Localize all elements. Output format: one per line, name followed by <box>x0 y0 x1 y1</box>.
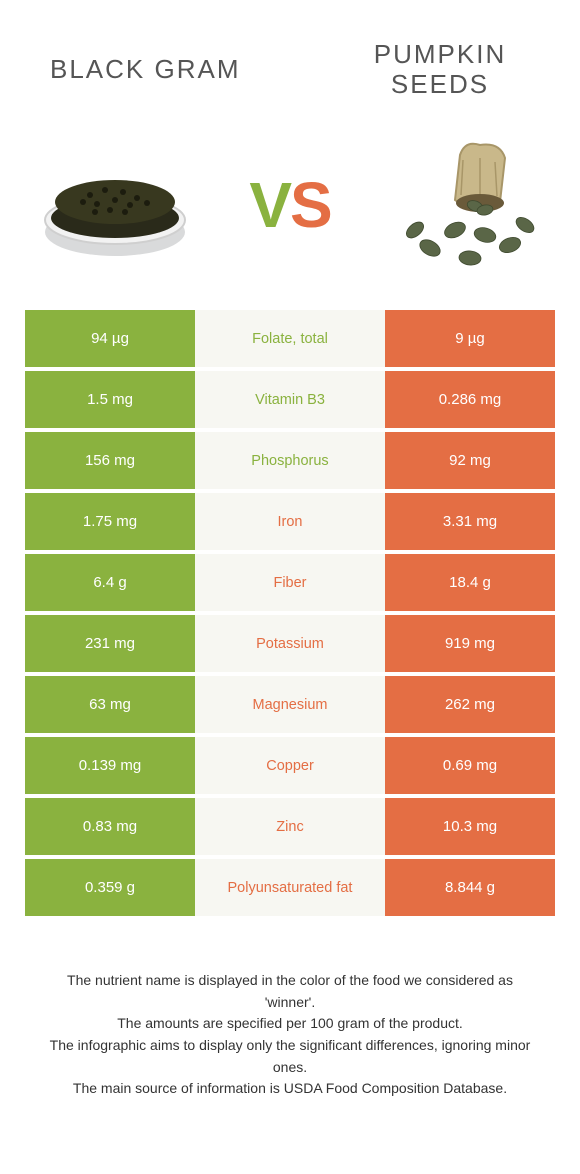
title-right: PUMPKIN SEEDS <box>330 40 550 100</box>
footer-line-2: The amounts are specified per 100 gram o… <box>40 1013 540 1035</box>
title-right-line1: PUMPKIN <box>330 40 550 70</box>
header: BLACK GRAM PUMPKIN SEEDS <box>0 0 580 120</box>
cell-nutrient-label: Vitamin B3 <box>195 371 385 428</box>
table-row: 1.75 mgIron3.31 mg <box>25 493 555 550</box>
cell-left-value: 63 mg <box>25 676 195 733</box>
pumpkin-seeds-image <box>380 120 550 290</box>
cell-nutrient-label: Zinc <box>195 798 385 855</box>
cell-left-value: 1.5 mg <box>25 371 195 428</box>
black-gram-image <box>30 120 200 290</box>
footer-line-3: The infographic aims to display only the… <box>40 1035 540 1078</box>
cell-right-value: 919 mg <box>385 615 555 672</box>
vs-v: V <box>249 169 290 241</box>
cell-right-value: 262 mg <box>385 676 555 733</box>
cell-right-value: 9 µg <box>385 310 555 367</box>
footer-notes: The nutrient name is displayed in the co… <box>0 920 580 1100</box>
table-row: 0.83 mgZinc10.3 mg <box>25 798 555 855</box>
footer-line-4: The main source of information is USDA F… <box>40 1078 540 1100</box>
title-left: BLACK GRAM <box>30 55 250 85</box>
cell-nutrient-label: Polyunsaturated fat <box>195 859 385 916</box>
footer-line-1: The nutrient name is displayed in the co… <box>40 970 540 1013</box>
title-right-line2: SEEDS <box>330 70 550 100</box>
cell-left-value: 1.75 mg <box>25 493 195 550</box>
cell-nutrient-label: Fiber <box>195 554 385 611</box>
table-row: 156 mgPhosphorus92 mg <box>25 432 555 489</box>
cell-nutrient-label: Copper <box>195 737 385 794</box>
cell-nutrient-label: Potassium <box>195 615 385 672</box>
cell-left-value: 0.359 g <box>25 859 195 916</box>
cell-right-value: 10.3 mg <box>385 798 555 855</box>
table-row: 0.359 gPolyunsaturated fat8.844 g <box>25 859 555 916</box>
cell-left-value: 6.4 g <box>25 554 195 611</box>
cell-right-value: 0.69 mg <box>385 737 555 794</box>
table-row: 1.5 mgVitamin B30.286 mg <box>25 371 555 428</box>
images-row: VS <box>0 120 580 310</box>
cell-nutrient-label: Magnesium <box>195 676 385 733</box>
cell-right-value: 18.4 g <box>385 554 555 611</box>
table-row: 0.139 mgCopper0.69 mg <box>25 737 555 794</box>
cell-nutrient-label: Folate, total <box>195 310 385 367</box>
cell-right-value: 92 mg <box>385 432 555 489</box>
cell-nutrient-label: Phosphorus <box>195 432 385 489</box>
table-row: 6.4 gFiber18.4 g <box>25 554 555 611</box>
cell-left-value: 94 µg <box>25 310 195 367</box>
table-row: 231 mgPotassium919 mg <box>25 615 555 672</box>
cell-nutrient-label: Iron <box>195 493 385 550</box>
cell-left-value: 156 mg <box>25 432 195 489</box>
cell-right-value: 8.844 g <box>385 859 555 916</box>
cell-right-value: 3.31 mg <box>385 493 555 550</box>
cell-right-value: 0.286 mg <box>385 371 555 428</box>
vs-s: S <box>290 169 331 241</box>
cell-left-value: 0.83 mg <box>25 798 195 855</box>
cell-left-value: 231 mg <box>25 615 195 672</box>
table-row: 94 µgFolate, total9 µg <box>25 310 555 367</box>
vs-badge: VS <box>249 168 330 242</box>
comparison-table: 94 µgFolate, total9 µg1.5 mgVitamin B30.… <box>0 310 580 916</box>
table-row: 63 mgMagnesium262 mg <box>25 676 555 733</box>
cell-left-value: 0.139 mg <box>25 737 195 794</box>
